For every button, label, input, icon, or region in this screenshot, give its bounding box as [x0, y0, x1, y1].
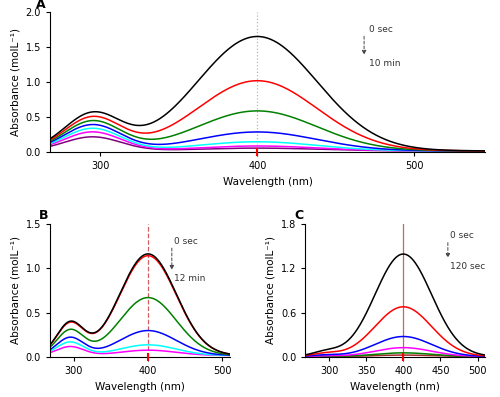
X-axis label: Wavelength (nm): Wavelength (nm) [350, 382, 440, 392]
Text: C: C [294, 209, 304, 222]
Text: B: B [38, 209, 48, 222]
Text: 10 min: 10 min [369, 59, 400, 68]
Y-axis label: Absorbance (molL⁻¹): Absorbance (molL⁻¹) [10, 28, 20, 136]
X-axis label: Wavelength (nm): Wavelength (nm) [222, 177, 312, 187]
Text: 0 sec: 0 sec [369, 25, 392, 33]
X-axis label: Wavelength (nm): Wavelength (nm) [95, 382, 185, 392]
Y-axis label: Absorbance (molL⁻¹): Absorbance (molL⁻¹) [266, 237, 276, 345]
Y-axis label: Absorbance (molL⁻¹): Absorbance (molL⁻¹) [10, 237, 20, 345]
Text: 0 sec: 0 sec [450, 231, 474, 240]
Text: 120 sec: 120 sec [450, 262, 486, 271]
Text: 0 sec: 0 sec [174, 237, 198, 246]
Text: 12 min: 12 min [174, 274, 206, 283]
Text: A: A [36, 0, 46, 10]
